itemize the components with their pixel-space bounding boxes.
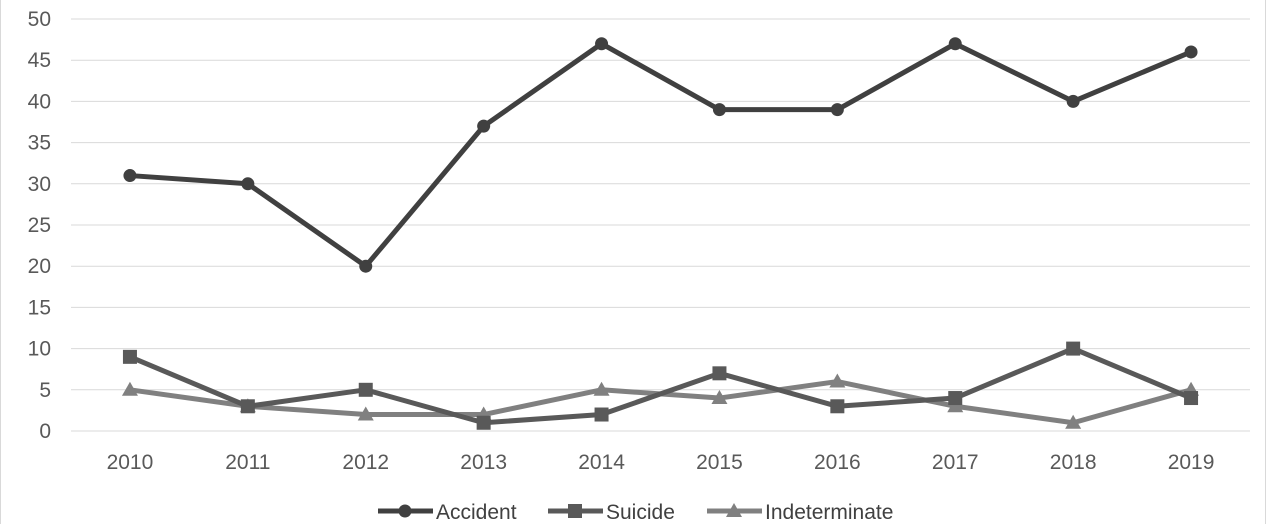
data-point-accident — [713, 103, 726, 116]
data-point-suicide — [712, 366, 726, 380]
x-tick-label: 2013 — [460, 451, 507, 474]
data-point-suicide — [123, 350, 137, 364]
x-tick-label: 2018 — [1050, 451, 1097, 474]
legend-marker-accident — [399, 505, 412, 518]
data-point-accident — [595, 37, 608, 50]
data-point-suicide — [1066, 342, 1080, 356]
data-point-accident — [241, 177, 254, 190]
y-tick-label: 10 — [28, 338, 51, 361]
series-line-accident — [130, 44, 1191, 266]
y-tick-label: 50 — [28, 8, 51, 31]
y-tick-label: 30 — [28, 173, 51, 196]
x-tick-label: 2017 — [932, 451, 979, 474]
data-point-suicide — [359, 383, 373, 397]
data-point-suicide — [948, 391, 962, 405]
legend-marker-suicide — [568, 504, 582, 518]
data-point-suicide — [595, 408, 609, 422]
legend-label-suicide: Suicide — [606, 501, 675, 524]
data-point-accident — [477, 120, 490, 133]
data-point-accident — [1185, 45, 1198, 58]
y-tick-label: 40 — [28, 90, 51, 113]
y-tick-label: 5 — [39, 379, 51, 402]
data-point-suicide — [241, 399, 255, 413]
data-point-accident — [831, 103, 844, 116]
legend-label-indeterminate: Indeterminate — [765, 501, 893, 524]
legend-label-accident: Accident — [436, 501, 517, 524]
data-point-suicide — [830, 399, 844, 413]
data-point-accident — [949, 37, 962, 50]
y-tick-label: 15 — [28, 296, 51, 319]
data-point-accident — [123, 169, 136, 182]
x-tick-label: 2012 — [342, 451, 389, 474]
data-point-accident — [1067, 95, 1080, 108]
x-tick-label: 2014 — [578, 451, 625, 474]
x-tick-label: 2015 — [696, 451, 743, 474]
y-tick-label: 20 — [28, 255, 51, 278]
y-tick-label: 35 — [28, 132, 51, 155]
y-tick-label: 45 — [28, 49, 51, 72]
data-point-accident — [359, 260, 372, 273]
data-point-suicide — [1184, 391, 1198, 405]
y-tick-label: 0 — [39, 420, 51, 443]
x-tick-label: 2010 — [107, 451, 154, 474]
x-tick-label: 2019 — [1168, 451, 1215, 474]
y-tick-label: 25 — [28, 214, 51, 237]
data-point-suicide — [477, 416, 491, 430]
x-tick-label: 2016 — [814, 451, 861, 474]
x-tick-label: 2011 — [225, 451, 270, 474]
